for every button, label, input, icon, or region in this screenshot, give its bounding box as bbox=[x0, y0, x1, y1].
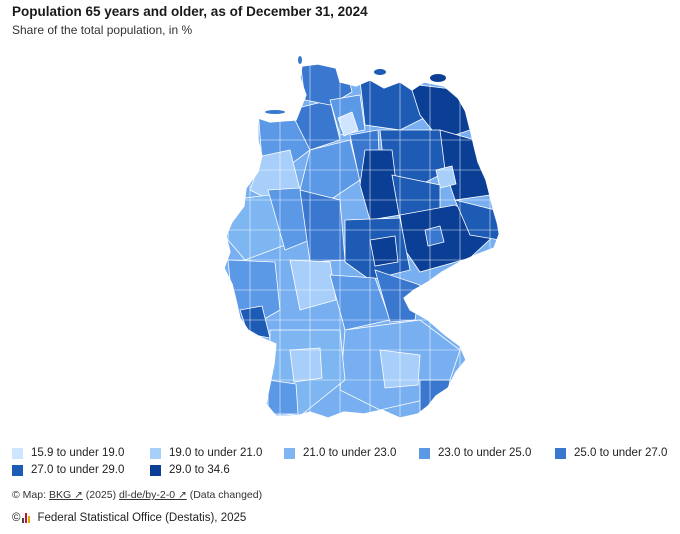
legend-label-3: 21.0 to under 23.0 bbox=[303, 447, 397, 459]
legend-label-7: 29.0 to 34.6 bbox=[169, 464, 230, 476]
attribution-year: (2025) bbox=[85, 489, 117, 501]
legend-swatch-3 bbox=[284, 447, 295, 459]
legend-swatch-5 bbox=[555, 447, 566, 459]
source-text: Federal Statistical Office (Destatis), 2… bbox=[37, 512, 247, 524]
legend-swatch-7 bbox=[150, 464, 161, 476]
legend-label-2: 19.0 to under 21.0 bbox=[169, 447, 263, 459]
source-credit: © Federal Statistical Office (Destatis),… bbox=[12, 512, 246, 524]
copyright-symbol: © bbox=[12, 489, 20, 501]
legend-label-4: 23.0 to under 25.0 bbox=[438, 447, 532, 459]
coastal-islands bbox=[265, 56, 446, 114]
source-copyright-symbol: © bbox=[12, 512, 21, 524]
legend-swatch-6 bbox=[12, 464, 23, 476]
legend-label-6: 27.0 to under 29.0 bbox=[31, 464, 125, 476]
map-prefix: Map: bbox=[22, 489, 47, 501]
legend-item-2[interactable]: 19.0 to under 21.0 bbox=[150, 445, 262, 461]
license-link[interactable]: dl-de/by-2-0 ↗ bbox=[119, 489, 187, 501]
data-changed-note: (Data changed) bbox=[189, 489, 263, 501]
map-attribution: © Map: BKG ↗ (2025) dl-de/by-2-0 ↗ (Data… bbox=[12, 489, 262, 501]
legend-item-5[interactable]: 25.0 to under 27.0 bbox=[555, 445, 667, 461]
legend-item-3[interactable]: 21.0 to under 23.0 bbox=[284, 445, 396, 461]
chart-title: Population 65 years and older, as of Dec… bbox=[12, 4, 368, 19]
legend: 15.9 to under 19.0 19.0 to under 21.0 21… bbox=[12, 445, 680, 485]
map-regions bbox=[224, 64, 500, 418]
legend-swatch-2 bbox=[150, 447, 161, 459]
legend-item-4[interactable]: 23.0 to under 25.0 bbox=[419, 445, 531, 461]
destatis-logo-icon bbox=[22, 513, 32, 523]
legend-item-6[interactable]: 27.0 to under 29.0 bbox=[12, 462, 124, 478]
germany-outline bbox=[223, 63, 501, 419]
legend-label-1: 15.9 to under 19.0 bbox=[31, 447, 125, 459]
legend-swatch-4 bbox=[419, 447, 430, 459]
legend-item-1[interactable]: 15.9 to under 19.0 bbox=[12, 445, 124, 461]
bkg-link[interactable]: BKG ↗ bbox=[48, 489, 83, 501]
legend-swatch-1 bbox=[12, 447, 23, 459]
legend-label-5: 25.0 to under 27.0 bbox=[574, 447, 668, 459]
legend-item-7[interactable]: 29.0 to 34.6 bbox=[150, 462, 230, 478]
chart-subtitle: Share of the total population, in % bbox=[12, 23, 193, 37]
